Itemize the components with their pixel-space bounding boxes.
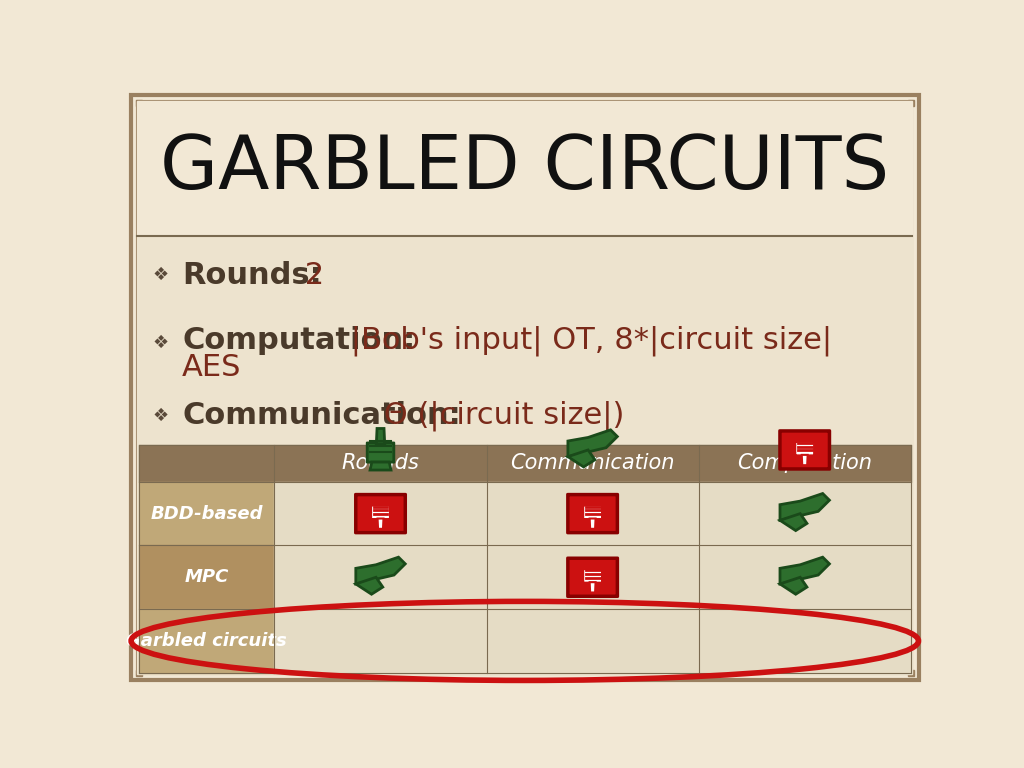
FancyBboxPatch shape bbox=[584, 505, 602, 519]
Bar bbox=[139, 545, 274, 609]
FancyBboxPatch shape bbox=[584, 569, 602, 583]
Text: AES: AES bbox=[182, 353, 242, 382]
Polygon shape bbox=[378, 518, 383, 529]
FancyBboxPatch shape bbox=[355, 495, 406, 533]
Polygon shape bbox=[780, 578, 807, 594]
Text: ❖: ❖ bbox=[153, 266, 169, 284]
Polygon shape bbox=[568, 450, 595, 467]
Bar bbox=[137, 236, 912, 674]
Bar bbox=[274, 482, 486, 545]
Text: Computation: Computation bbox=[737, 453, 872, 473]
Text: Θ (|circuit size|): Θ (|circuit size|) bbox=[375, 400, 625, 431]
Text: Communication: Communication bbox=[510, 453, 675, 473]
Bar bbox=[139, 609, 274, 673]
Bar bbox=[274, 609, 486, 673]
FancyBboxPatch shape bbox=[780, 431, 829, 469]
Text: Rounds: Rounds bbox=[342, 453, 420, 473]
Bar bbox=[698, 609, 910, 673]
Bar bbox=[139, 445, 910, 482]
Bar bbox=[698, 482, 910, 545]
Polygon shape bbox=[370, 462, 391, 470]
Bar bbox=[139, 482, 274, 545]
Polygon shape bbox=[780, 557, 829, 584]
FancyBboxPatch shape bbox=[368, 443, 394, 462]
Bar bbox=[486, 609, 698, 673]
Polygon shape bbox=[355, 578, 383, 594]
Polygon shape bbox=[377, 429, 385, 444]
Polygon shape bbox=[780, 514, 807, 531]
Bar bbox=[486, 545, 698, 609]
Polygon shape bbox=[568, 430, 617, 457]
Text: Communication:: Communication: bbox=[182, 401, 461, 430]
Text: Computation:: Computation: bbox=[182, 326, 416, 356]
FancyBboxPatch shape bbox=[371, 505, 390, 519]
FancyBboxPatch shape bbox=[568, 495, 617, 533]
Text: ❖: ❖ bbox=[153, 406, 169, 425]
FancyBboxPatch shape bbox=[131, 95, 919, 680]
Polygon shape bbox=[780, 494, 829, 520]
Bar bbox=[137, 101, 912, 236]
Polygon shape bbox=[590, 582, 596, 592]
FancyBboxPatch shape bbox=[796, 442, 814, 455]
Text: Rounds:: Rounds: bbox=[182, 261, 322, 290]
FancyBboxPatch shape bbox=[568, 558, 617, 596]
Bar bbox=[698, 545, 910, 609]
Text: |Bob's input| OT, 8*|circuit size|: |Bob's input| OT, 8*|circuit size| bbox=[341, 326, 833, 356]
Bar bbox=[486, 482, 698, 545]
Polygon shape bbox=[355, 557, 406, 584]
Text: Garbled circuits: Garbled circuits bbox=[126, 632, 287, 650]
Polygon shape bbox=[590, 518, 596, 529]
Text: ❖: ❖ bbox=[153, 334, 169, 353]
Text: BDD-based: BDD-based bbox=[151, 505, 263, 522]
Text: MPC: MPC bbox=[184, 568, 228, 586]
Bar bbox=[274, 545, 486, 609]
Text: 2: 2 bbox=[295, 261, 324, 290]
Polygon shape bbox=[802, 455, 808, 465]
Text: GARBLED CIRCUITS: GARBLED CIRCUITS bbox=[160, 132, 890, 205]
